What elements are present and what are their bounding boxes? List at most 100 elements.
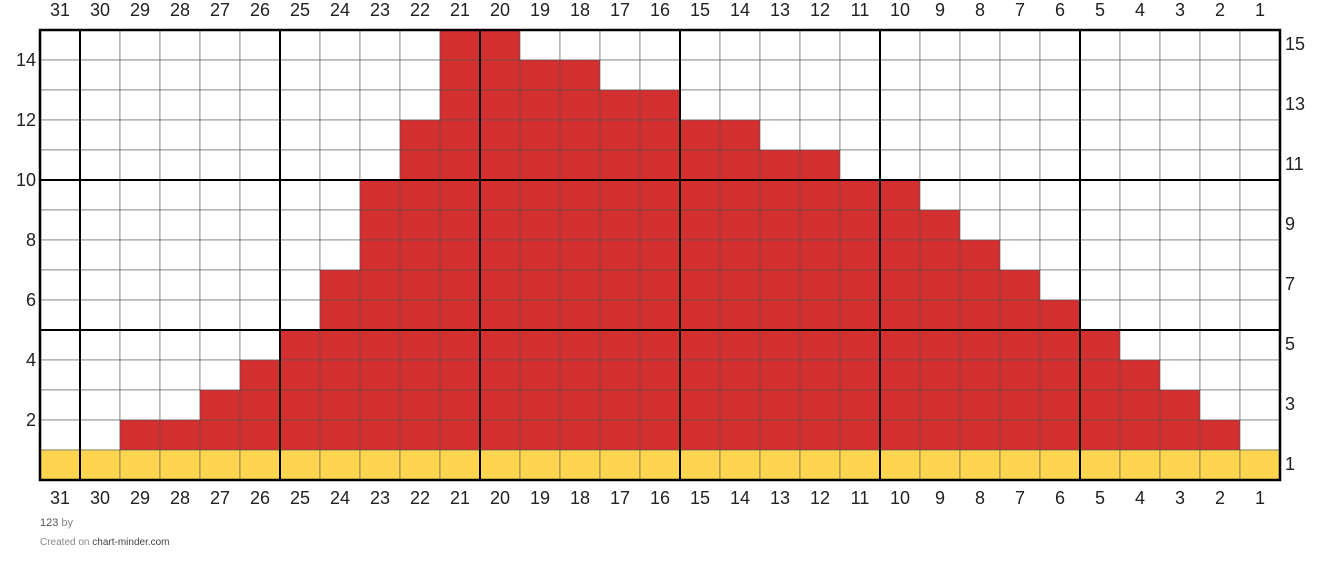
cell: [1119, 239, 1161, 271]
col-label-bottom: 22: [410, 488, 430, 508]
cell: [999, 299, 1041, 331]
cell: [839, 269, 881, 301]
cell: [1239, 419, 1281, 451]
row-label-left: 6: [26, 290, 36, 310]
cell: [599, 389, 641, 421]
col-label-top: 24: [330, 0, 350, 20]
cell: [919, 359, 961, 391]
cell: [639, 149, 681, 181]
col-label-top: 11: [851, 0, 870, 20]
cell: [1119, 329, 1161, 361]
cell: [439, 239, 481, 271]
cell: [679, 299, 721, 331]
cell: [319, 149, 361, 181]
cell: [919, 119, 961, 151]
cell: [199, 359, 241, 391]
cell: [279, 269, 321, 301]
cell: [919, 329, 961, 361]
cell: [999, 389, 1041, 421]
cell: [839, 419, 881, 451]
cell: [839, 89, 881, 121]
col-label-bottom: 9: [935, 488, 945, 508]
cell: [1159, 59, 1201, 91]
cell: [199, 89, 241, 121]
cell: [559, 179, 601, 211]
cell: [639, 389, 681, 421]
cell: [1039, 29, 1081, 61]
cell: [679, 449, 721, 481]
cell: [1239, 329, 1281, 361]
row-label-right: 1: [1285, 454, 1295, 474]
site-link[interactable]: chart-minder.com: [92, 537, 170, 548]
cell: [879, 449, 921, 481]
cell: [959, 359, 1001, 391]
cell: [199, 269, 241, 301]
cell: [1079, 389, 1121, 421]
cell: [399, 389, 441, 421]
cell: [799, 359, 841, 391]
cell: [239, 209, 281, 241]
cell: [319, 89, 361, 121]
cell: [719, 389, 761, 421]
cell: [1199, 299, 1241, 331]
cell: [799, 329, 841, 361]
cell: [1239, 119, 1281, 151]
cell: [959, 329, 1001, 361]
cell: [479, 449, 521, 481]
cell: [959, 269, 1001, 301]
col-label-top: 17: [610, 0, 630, 20]
cell: [439, 419, 481, 451]
cell: [279, 179, 321, 211]
cell: [1079, 119, 1121, 151]
cell: [1159, 149, 1201, 181]
cell: [359, 389, 401, 421]
cell: [159, 299, 201, 331]
cell: [519, 29, 561, 61]
cell: [399, 149, 441, 181]
cell: [1039, 89, 1081, 121]
cell: [119, 119, 161, 151]
cell: [759, 269, 801, 301]
cell: [799, 209, 841, 241]
cell: [399, 419, 441, 451]
cell: [559, 209, 601, 241]
cell: [719, 299, 761, 331]
cell: [799, 149, 841, 181]
cell: [319, 269, 361, 301]
cell: [759, 449, 801, 481]
cell: [679, 209, 721, 241]
cell: [1119, 149, 1161, 181]
cell: [1119, 269, 1161, 301]
cell: [1079, 59, 1121, 91]
cell: [879, 299, 921, 331]
cell: [799, 239, 841, 271]
cell: [839, 359, 881, 391]
cell: [239, 149, 281, 181]
col-label-bottom: 16: [650, 488, 670, 508]
cell: [1239, 209, 1281, 241]
cell: [559, 239, 601, 271]
cell: [679, 329, 721, 361]
cell: [679, 389, 721, 421]
cell: [519, 149, 561, 181]
cell: [1159, 119, 1201, 151]
cell: [1119, 209, 1161, 241]
col-label-bottom: 30: [90, 488, 110, 508]
cell: [999, 29, 1041, 61]
cell: [719, 239, 761, 271]
cell: [879, 389, 921, 421]
cell: [879, 179, 921, 211]
cell: [799, 29, 841, 61]
cell: [559, 29, 601, 61]
cell: [839, 119, 881, 151]
cell: [919, 239, 961, 271]
col-label-bottom: 29: [130, 488, 150, 508]
cell: [919, 419, 961, 451]
cell: [1079, 179, 1121, 211]
cell: [759, 359, 801, 391]
cell: [1239, 269, 1281, 301]
cell: [959, 89, 1001, 121]
cell: [159, 329, 201, 361]
cell: [639, 299, 681, 331]
